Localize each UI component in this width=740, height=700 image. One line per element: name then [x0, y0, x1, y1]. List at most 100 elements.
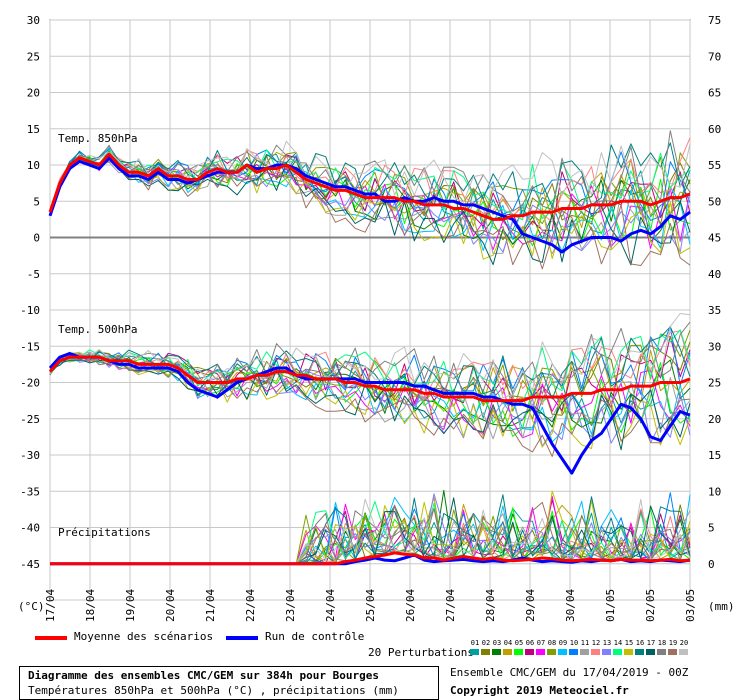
section-label-precip: Précipitations: [58, 526, 151, 539]
control-850-line: [48, 156, 691, 254]
x-tick-label: 17/04: [44, 589, 57, 622]
right-tick-label: 50: [708, 195, 721, 208]
perturbation-number: 04: [503, 639, 513, 647]
control-legend-swatch: [226, 636, 258, 640]
perturbation-swatch: [558, 649, 567, 655]
perturbation-500-line: [49, 356, 691, 451]
mean-850-line: [48, 152, 691, 221]
right-tick-label: 65: [708, 87, 721, 100]
right-axis-label: (mm): [708, 600, 735, 613]
left-tick-label: -45: [20, 558, 40, 571]
left-tick-label: 15: [27, 123, 40, 136]
mean-precip-line: [50, 551, 691, 566]
x-tick-label: 29/04: [524, 589, 537, 622]
perturbation-swatch: [547, 649, 556, 655]
perturbation-number: 03: [492, 639, 502, 647]
perturbation-swatch: [525, 649, 534, 655]
x-tick-label: 25/04: [364, 589, 377, 622]
x-tick-label: 28/04: [484, 589, 497, 622]
left-tick-label: 20: [27, 87, 40, 100]
perturbation-number: 05: [514, 639, 524, 647]
left-tick-label: -10: [20, 304, 40, 317]
perturbation-swatch: [624, 649, 633, 655]
left-tick-label: 5: [33, 195, 40, 208]
x-tick-label: 03/05: [684, 589, 697, 622]
left-tick-label: -20: [20, 377, 40, 390]
perturbation-850-line: [49, 156, 691, 253]
left-tick-label: -25: [20, 413, 40, 426]
chart-subtitle: Températures 850hPa et 500hPa (°C) , pré…: [28, 684, 399, 697]
perturbation-swatch: [668, 649, 677, 655]
perturbation-swatch: [481, 649, 490, 655]
perturbation-swatch: [613, 649, 622, 655]
perturbation-swatch: [503, 649, 512, 655]
x-axis-ticks: 17/04 18/04 19/04 20/04 21/04 22/04 23/04 24/04…: [44, 589, 697, 622]
copyright: Copyright 2019 Meteociel.fr: [450, 684, 629, 697]
perturbation-swatch: [580, 649, 589, 655]
left-tick-label: 25: [27, 50, 40, 63]
right-tick-label: 5: [708, 522, 715, 535]
right-tick-label: 45: [708, 232, 721, 245]
right-tick-label: 70: [708, 50, 721, 63]
perturbations-label: 20 Perturbations: [368, 646, 474, 659]
perturbation-swatch: [635, 649, 644, 655]
mean-legend-label: Moyenne des scénarios: [74, 630, 214, 643]
perturbation-number: 18: [657, 639, 667, 647]
x-tick-label: 02/05: [644, 589, 657, 622]
control-legend-label: Run de contrôle: [265, 630, 365, 643]
left-tick-label: 30: [27, 14, 40, 27]
perturbation-number: 01: [470, 639, 480, 647]
x-tick-label: 01/05: [604, 589, 617, 622]
perturbation-legend: 01 02 03 04 05 06 07 08 09 10 11 12 13 14 15 16 17 18 19 20: [470, 639, 690, 659]
chart-title: Diagramme des ensembles CMC/GEM sur 384h…: [28, 669, 379, 682]
right-tick-label: 20: [708, 413, 721, 426]
right-tick-label: 35: [708, 304, 721, 317]
perturbation-850-line: [49, 152, 691, 260]
perturbation-swatch: [514, 649, 523, 655]
perturbation-number: 12: [591, 639, 601, 647]
x-tick-label: 20/04: [164, 589, 177, 622]
perturbation-swatch: [470, 649, 479, 655]
x-tick-label: 30/04: [564, 589, 577, 622]
x-tick-label: 27/04: [444, 589, 457, 622]
perturbation-number: 07: [536, 639, 546, 647]
perturbation-number: 13: [602, 639, 612, 647]
right-tick-label: 25: [708, 377, 721, 390]
perturbation-number: 20: [679, 639, 689, 647]
perturbation-number: 02: [481, 639, 491, 647]
left-tick-label: -5: [27, 268, 40, 281]
left-tick-label: 0: [33, 232, 40, 245]
left-tick-label: 10: [27, 159, 40, 172]
left-tick-label: -35: [20, 485, 40, 498]
perturbation-number: 15: [624, 639, 634, 647]
perturbation-850-line: [49, 147, 691, 224]
left-tick-label: -30: [20, 449, 40, 462]
x-tick-label: 24/04: [324, 589, 337, 622]
right-tick-label: 15: [708, 449, 721, 462]
right-tick-label: 10: [708, 485, 721, 498]
perturbation-number: 19: [668, 639, 678, 647]
perturbation-swatch: [646, 649, 655, 655]
mean-legend-swatch: [35, 636, 67, 640]
right-tick-label: 30: [708, 340, 721, 353]
perturbation-850-line: [49, 149, 691, 221]
perturbation-500-line: [49, 313, 691, 399]
perturbation-number: 17: [646, 639, 656, 647]
perturbation-850-line: [49, 150, 691, 266]
section-label-500: Temp. 500hPa: [58, 323, 137, 336]
perturbation-500-line: [49, 321, 691, 397]
section-label-850: Temp. 850hPa: [58, 132, 137, 145]
mean-500-line: [48, 355, 691, 403]
perturbation-500-line: [49, 353, 691, 447]
perturbation-swatch: [569, 649, 578, 655]
perturbation-swatch: [536, 649, 545, 655]
left-tick-label: -15: [20, 340, 40, 353]
left-axis-ticks: 30 25 20 15 10 5 0 -5 -10 -15 -20 -25 -30 -35 -40 -45: [20, 14, 40, 571]
perturbation-number: 08: [547, 639, 557, 647]
perturbation-number: 14: [613, 639, 623, 647]
run-info: Ensemble CMC/GEM du 17/04/2019 - 00Z: [450, 666, 689, 679]
right-tick-label: 40: [708, 268, 721, 281]
right-tick-label: 0: [708, 558, 715, 571]
control-500-line: [48, 352, 691, 475]
